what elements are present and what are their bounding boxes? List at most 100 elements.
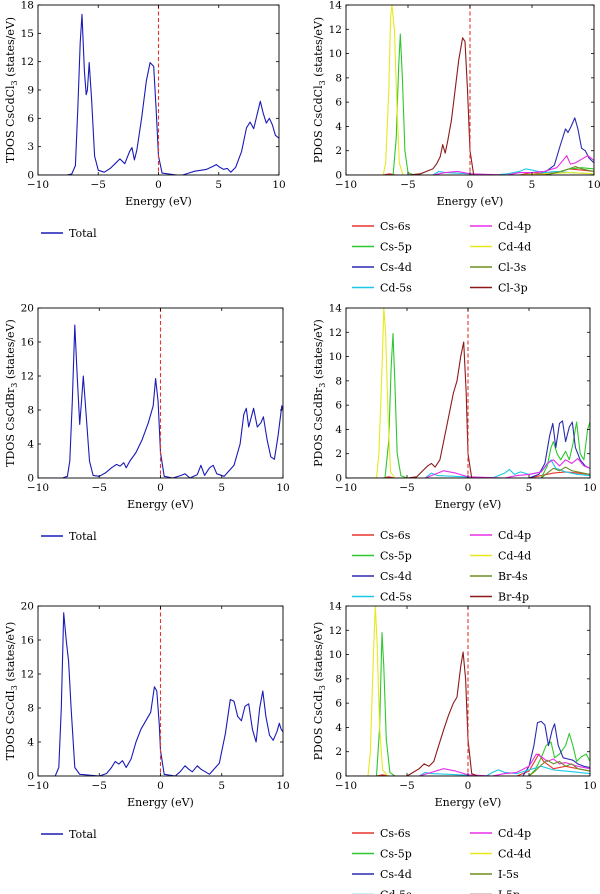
legend-label-cd-4d: Cd-4d: [498, 550, 531, 563]
y-tick-label: 16: [21, 635, 35, 647]
legend-label-cs-6s: Cs-6s: [380, 220, 411, 233]
chart-panel-pdos-cscdbr3: −10 −5 0 5 10 0 2 4 6 8 10 12 14 Energy (eV) PDOS CsCd…: [312, 303, 597, 604]
series-line-cs-6s: [346, 471, 590, 478]
series-line-total: [38, 13, 279, 175]
y-tick-label: 3: [27, 141, 34, 153]
legend: Cs-6s Cs-5p Cs-4d Cd-5s Cd-4p Cd-4d Br-4s Br-4p: [352, 529, 531, 604]
x-axis-label: Energy (eV): [435, 498, 502, 511]
legend-label-i-5s: I-5s: [498, 868, 519, 881]
y-axis-label-subscript: 3: [318, 383, 327, 388]
y-tick-label: 4: [27, 737, 34, 749]
y-tick-label: 8: [335, 673, 342, 685]
x-tick-label: −5: [399, 482, 414, 494]
legend: Cs-6s Cs-5p Cs-4d Cd-5s Cd-4p Cd-4d I-5s I-5p: [352, 827, 531, 894]
series-line-cd-5s: [346, 168, 594, 175]
legend-label-cd-5s: Cd-5s: [380, 591, 412, 604]
y-axis-label-main: PDOS CsCdBr: [312, 387, 325, 467]
y-axis-label: TDOS CsCdI3 (states/eV): [4, 622, 19, 761]
y-tick-label: 6: [335, 400, 342, 412]
x-tick-label: 10: [583, 780, 596, 792]
y-axis-label-subscript: 3: [10, 685, 19, 690]
series-line-cd-4p: [346, 155, 594, 175]
y-tick-label: 9: [27, 85, 34, 97]
x-axis-label: Energy (eV): [127, 498, 194, 511]
y-tick-label: 15: [21, 28, 34, 40]
series-line-cs-4d: [346, 420, 590, 478]
y-axis-label-main: PDOS CsCdI: [312, 690, 325, 760]
x-tick-label: 10: [276, 482, 289, 494]
y-axis-label-units: (states/eV): [312, 622, 325, 685]
x-tick-label: −10: [27, 482, 49, 494]
y-axis-label-main: PDOS CsCdCl: [312, 85, 325, 163]
y-tick-label: 18: [21, 0, 34, 12]
x-axis-label: Energy (eV): [435, 796, 502, 809]
y-axis-label-subscript: 3: [10, 383, 19, 388]
legend-label-br-4p: Br-4p: [498, 591, 529, 604]
x-tick-label: −5: [399, 780, 414, 792]
y-tick-label: 4: [27, 439, 34, 451]
legend-label-cd-5s: Cd-5s: [380, 889, 412, 894]
series-group: [38, 13, 279, 175]
legend: Total: [41, 530, 97, 543]
chart-panel-tdos-cscdbr3: −10 −5 0 5 10 0 4 8 12 16 20 Energy (eV) TDOS CsCdBr…: [4, 303, 290, 544]
y-axis-label: TDOS CsCdBr3 (states/eV): [4, 319, 19, 467]
legend-label-i-5p: I-5p: [498, 889, 520, 894]
y-tick-label: 8: [27, 405, 34, 417]
x-tick-label: 0: [465, 482, 472, 494]
chart-panel-tdos-cscdcl3: −10 −5 0 5 10 0 3 6 9 12 15 18 Energy (eV) TDOS CsCdC…: [4, 0, 286, 240]
legend-label-cs-5p: Cs-5p: [380, 848, 412, 861]
chart-panel-pdos-cscdcl3: −10 −5 0 5 10 0 2 4 6 8 10 12 14 Energy (eV) PDOS CsCd…: [312, 0, 600, 295]
series-line-cl-3s: [346, 165, 594, 175]
x-tick-label: 0: [157, 780, 164, 792]
series-line-i-5s: [346, 759, 590, 776]
legend: Total: [41, 227, 97, 240]
y-tick-label: 20: [21, 303, 34, 315]
y-tick-label: 0: [27, 771, 34, 783]
y-axis-label-units: (states/eV): [4, 319, 17, 382]
y-axis-label-units: (states/eV): [312, 319, 325, 382]
y-tick-label: 0: [335, 473, 342, 485]
x-tick-label: −5: [92, 482, 107, 494]
series-line-cd-4d: [346, 308, 590, 478]
y-tick-label: 6: [27, 113, 34, 125]
x-tick-label: 0: [155, 179, 162, 191]
legend-label-cs-4d: Cs-4d: [380, 261, 412, 274]
y-tick-label: 20: [21, 601, 34, 613]
series-line-cs-5p: [346, 632, 590, 776]
y-tick-label: 0: [335, 771, 342, 783]
x-tick-label: −10: [335, 179, 357, 191]
y-tick-label: 2: [335, 448, 342, 460]
y-tick-label: 0: [27, 473, 34, 485]
legend-label-cd-5s: Cd-5s: [380, 282, 412, 295]
x-axis-label: Energy (eV): [127, 796, 194, 809]
y-tick-label: 12: [21, 669, 34, 681]
legend-label-cd-4d: Cd-4d: [498, 241, 531, 254]
y-axis-label: PDOS CsCdCl3 (states/eV): [312, 17, 327, 163]
chart-panel-tdos-cscdi3: −10 −5 0 5 10 0 4 8 12 16 20 Energy (eV) TDOS CsCdI3…: [4, 601, 290, 842]
series-line-cd-4d: [346, 606, 590, 776]
series-line-cd-4p: [346, 458, 590, 478]
y-tick-label: 12: [21, 56, 34, 68]
y-axis-label-subscript: 3: [318, 685, 327, 690]
series-line-total: [38, 612, 283, 776]
legend-label-cd-4d: Cd-4d: [498, 848, 531, 861]
x-tick-label: 10: [272, 179, 285, 191]
series-group: [38, 612, 283, 776]
y-tick-label: 10: [329, 48, 342, 60]
legend-label-cs-6s: Cs-6s: [380, 827, 411, 840]
legend-label-cd-4p: Cd-4p: [498, 529, 531, 542]
series-line-cd-5s: [346, 765, 590, 776]
y-axis-label-units: (states/eV): [4, 17, 17, 80]
x-tick-label: 5: [526, 482, 533, 494]
y-axis-label-units: (states/eV): [312, 17, 325, 80]
y-axis-label-main: TDOS CsCdCl: [4, 85, 17, 163]
chart-panel-pdos-cscdi3: −10 −5 0 5 10 0 2 4 6 8 10 12 14 Energy (eV) PDOS CsCd…: [312, 601, 597, 894]
x-tick-label: −10: [335, 482, 357, 494]
legend: Total: [41, 828, 97, 841]
legend-label-cs-5p: Cs-5p: [380, 550, 412, 563]
y-tick-label: 12: [329, 327, 342, 339]
y-tick-label: 2: [335, 145, 342, 157]
legend: Cs-6s Cs-5p Cs-4d Cd-5s Cd-4p Cd-4d Cl-3s Cl-3p: [352, 220, 531, 295]
x-tick-label: 5: [218, 482, 225, 494]
